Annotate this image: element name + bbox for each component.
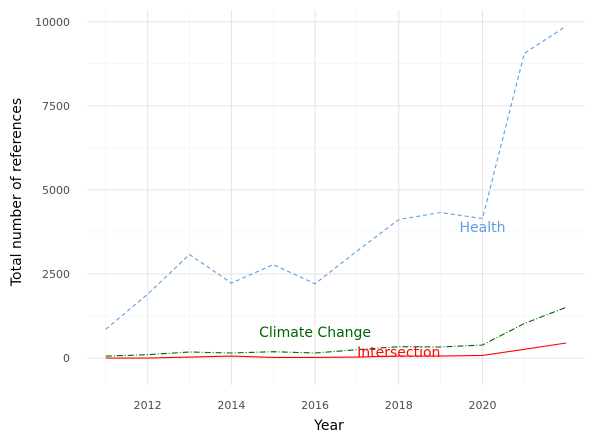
- series-lines: [105, 25, 567, 359]
- y-tick-label: 10000: [35, 16, 70, 29]
- tick-labels: 2012 2014 2016 2018 2020 0 2500 5000 7500 10000: [35, 16, 496, 412]
- intersection-series-label: Intersection: [357, 345, 440, 361]
- y-tick-label: 5000: [42, 184, 70, 197]
- health-series-label: Health: [459, 220, 505, 236]
- y-tick-label: 0: [63, 352, 70, 365]
- climate-change-series-label: Climate Change: [259, 325, 371, 341]
- y-tick-label: 2500: [42, 268, 70, 281]
- y-axis-title: Total number of references: [9, 98, 25, 287]
- grid: [87, 10, 585, 385]
- x-tick-label: 2020: [468, 399, 496, 412]
- intersection-series-line: [105, 342, 567, 359]
- x-tick-label: 2012: [134, 399, 162, 412]
- x-tick-label: 2018: [385, 399, 413, 412]
- y-tick-label: 7500: [42, 100, 70, 113]
- series-labels: Health Climate Change Intersection: [259, 220, 505, 361]
- health-series-line: [105, 25, 567, 330]
- x-tick-label: 2014: [217, 399, 245, 412]
- x-tick-label: 2016: [301, 399, 329, 412]
- x-axis-title: Year: [313, 418, 344, 434]
